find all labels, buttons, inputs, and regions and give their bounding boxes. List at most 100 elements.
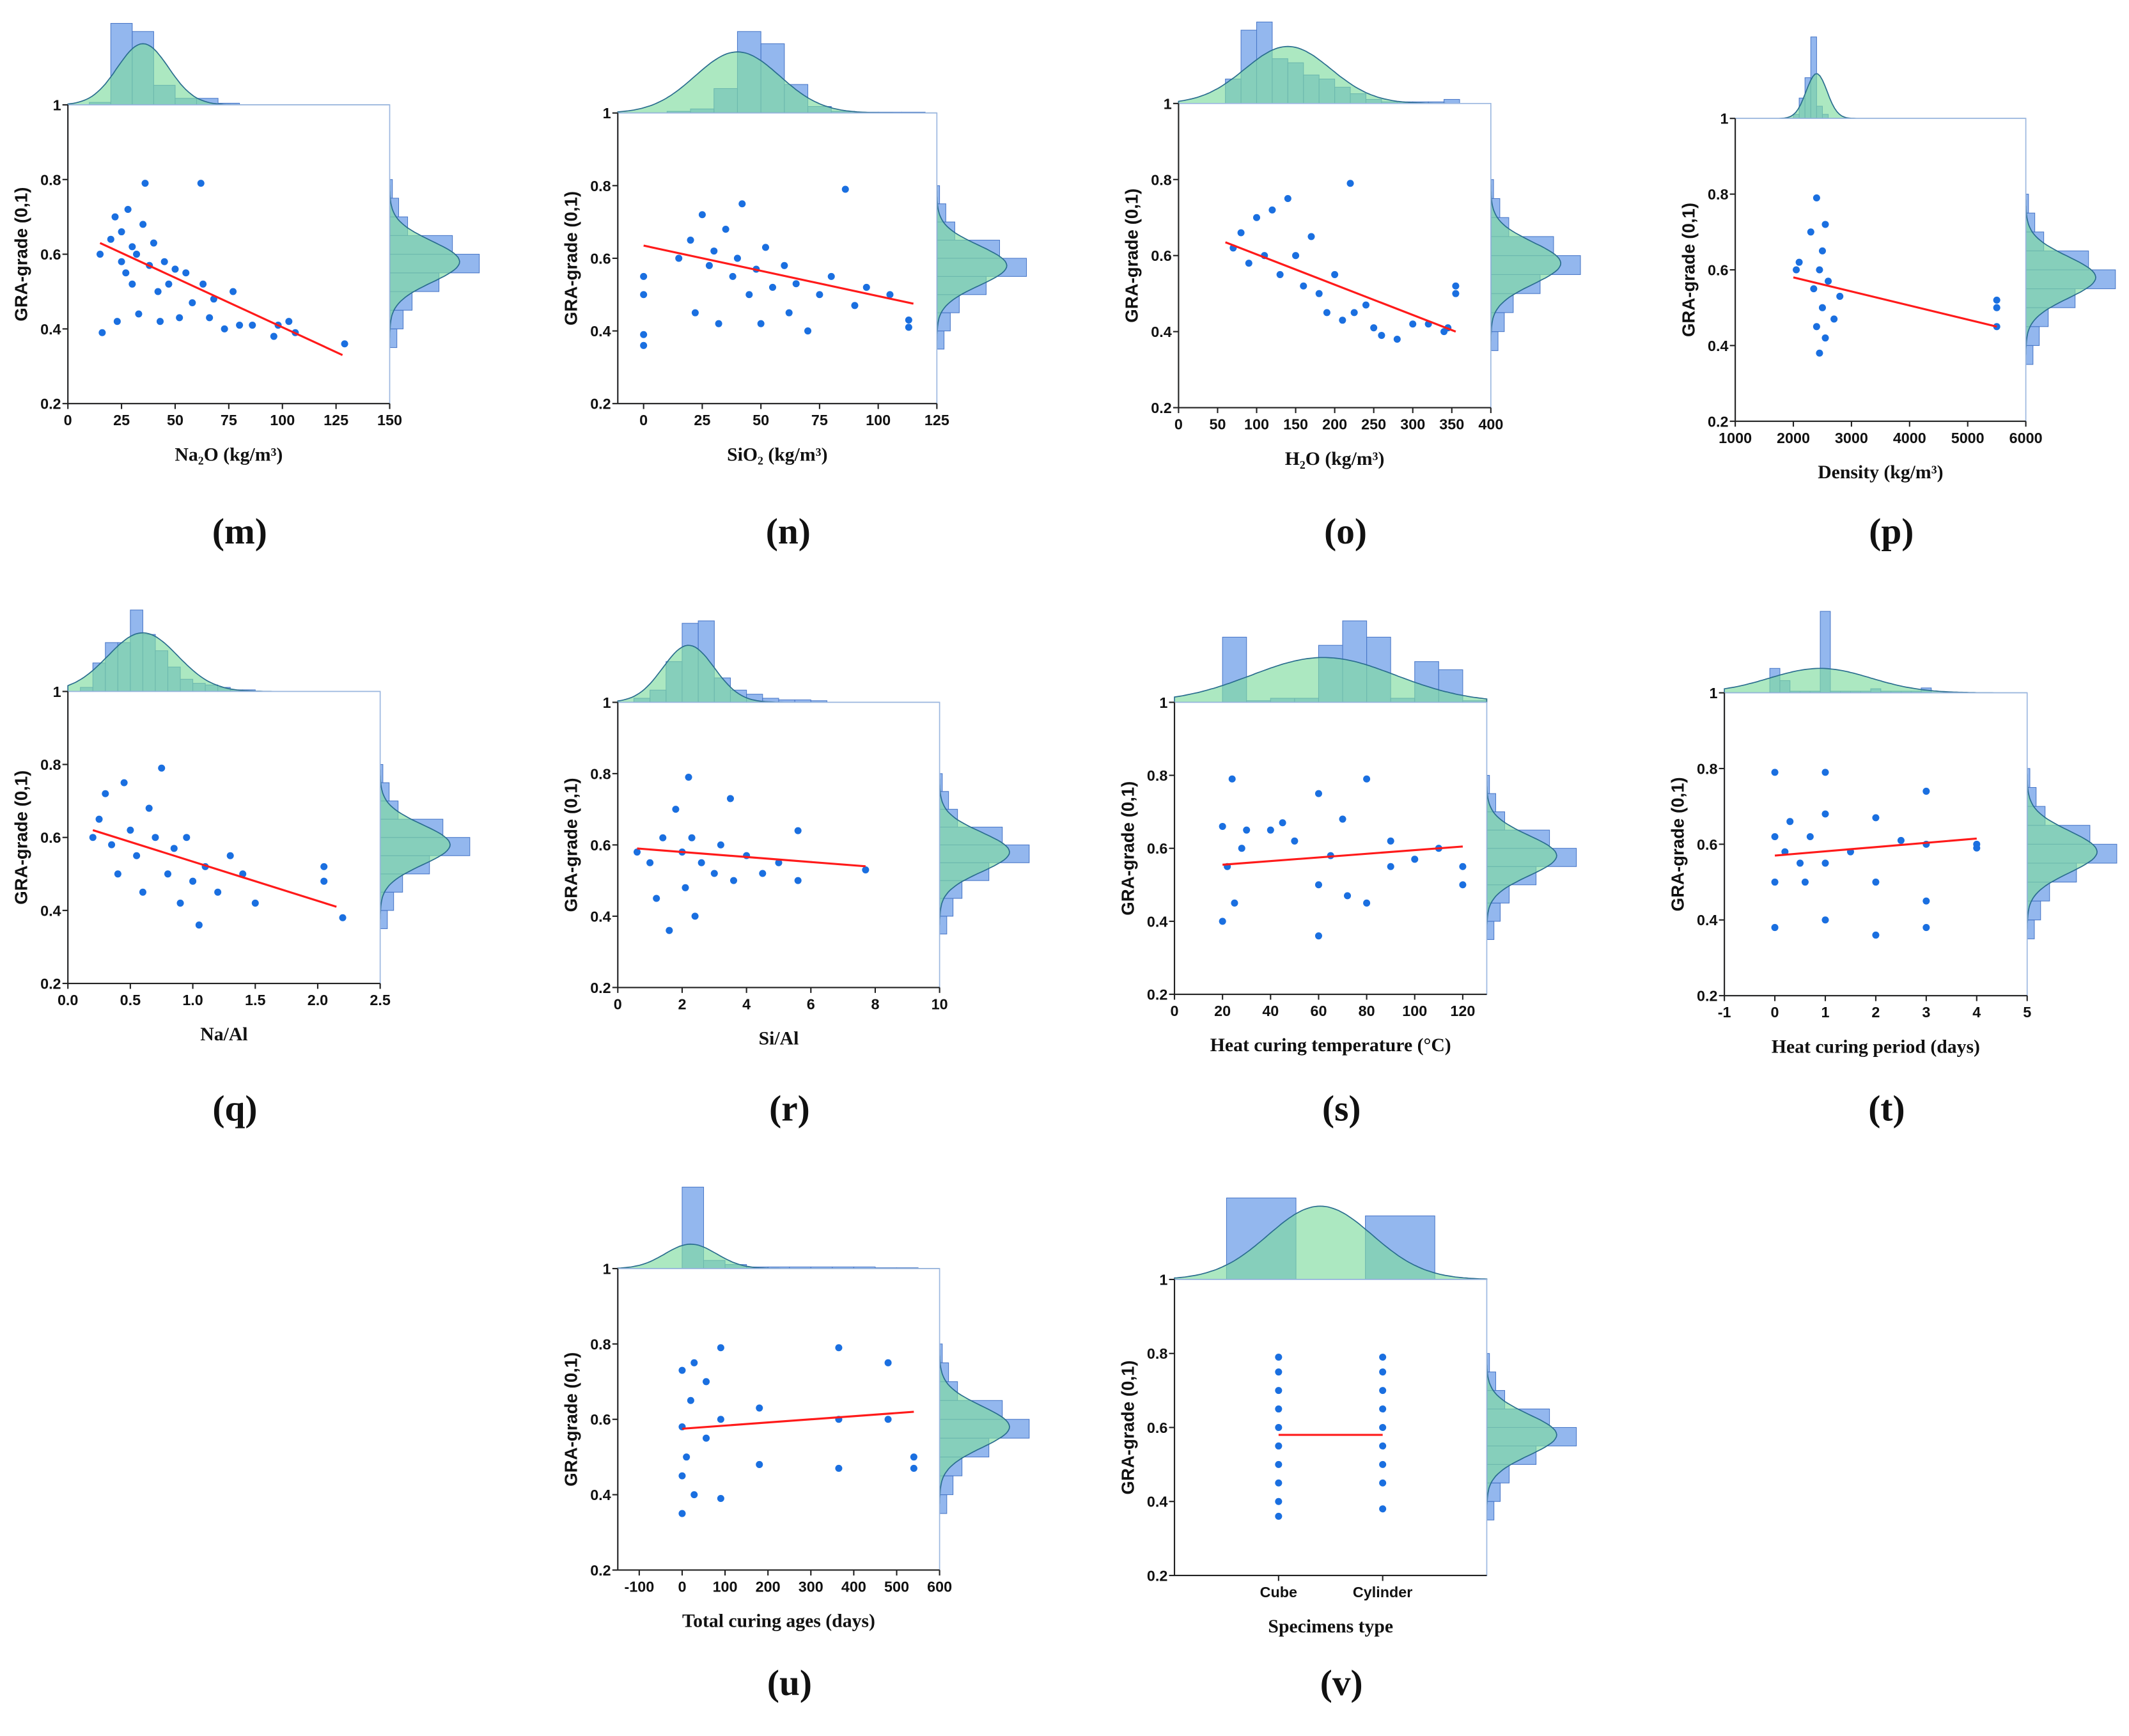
data-point xyxy=(1452,290,1460,297)
data-point xyxy=(320,877,328,885)
data-point xyxy=(688,834,696,841)
data-point xyxy=(102,790,109,797)
data-point xyxy=(759,870,767,877)
y-tick-label: 0.8 xyxy=(590,178,611,194)
data-point xyxy=(1346,180,1354,187)
data-point xyxy=(905,324,912,331)
data-point xyxy=(726,795,734,802)
data-point xyxy=(1771,879,1779,886)
y-axis-label: GRA-grade (0,1) xyxy=(561,778,581,912)
top-kde-curve xyxy=(617,1243,940,1269)
data-point xyxy=(1825,278,1832,285)
top-histogram-bar xyxy=(1444,98,1460,104)
data-point xyxy=(1307,233,1315,240)
data-point xyxy=(1821,859,1829,867)
data-point xyxy=(129,243,136,251)
data-point xyxy=(678,1510,686,1517)
data-point xyxy=(1275,1479,1283,1487)
x-axis-label: Na/Al xyxy=(200,1024,247,1045)
y-tick-label: 0.2 xyxy=(1708,413,1728,430)
y-tick-label: 1 xyxy=(603,694,611,711)
y-tick-label: 1 xyxy=(53,97,61,113)
data-point xyxy=(1818,247,1826,254)
right-histogram-bar xyxy=(380,910,388,929)
data-point xyxy=(1370,324,1378,332)
subplot-q: 0.2 0.4 0.6 0.8 1 0.0 0.5 1.0 1.5 2.0 2.5 GRA-grade… xyxy=(11,609,471,1129)
data-point xyxy=(95,815,103,823)
data-point xyxy=(1276,270,1284,278)
data-point xyxy=(1292,252,1300,260)
y-tick-label: 0.4 xyxy=(1147,913,1167,930)
data-point xyxy=(1872,931,1880,939)
data-point xyxy=(717,841,724,848)
data-point xyxy=(835,1344,843,1352)
data-point xyxy=(320,863,328,870)
x-tick-label: 2 xyxy=(1871,1004,1880,1020)
x-tick-label: 0 xyxy=(1171,1003,1179,1019)
data-point xyxy=(717,1344,724,1352)
data-point xyxy=(1379,1460,1387,1468)
data-point xyxy=(729,272,737,280)
top-kde-curve xyxy=(1178,45,1491,104)
data-point xyxy=(154,288,162,295)
data-point xyxy=(270,332,277,340)
x-tick-label: 150 xyxy=(1283,416,1308,433)
data-point xyxy=(1993,304,2000,311)
data-point xyxy=(698,211,706,219)
data-point xyxy=(1314,790,1322,797)
data-point xyxy=(1339,815,1346,823)
data-point xyxy=(108,841,116,848)
data-point xyxy=(827,272,835,280)
subplot-s: 0.2 0.4 0.6 0.8 1 0 20 40 60 80 100 120 GRA-grade (0… xyxy=(1118,620,1577,1129)
plot-area xyxy=(1178,102,1492,409)
data-point xyxy=(722,225,729,233)
data-point xyxy=(1243,826,1251,834)
data-point xyxy=(1813,323,1820,331)
x-tick-label: 125 xyxy=(924,412,949,428)
data-point xyxy=(182,269,190,277)
data-point xyxy=(1821,769,1829,776)
data-point xyxy=(886,291,894,299)
data-point xyxy=(835,1464,843,1472)
data-point xyxy=(672,806,680,813)
data-point xyxy=(816,291,823,299)
data-point xyxy=(89,834,97,841)
x-tick-label: 50 xyxy=(1209,416,1226,433)
x-tick-label: 4 xyxy=(1972,1004,1981,1020)
plot-area xyxy=(1174,1279,1488,1576)
data-point xyxy=(1275,1423,1283,1431)
data-point xyxy=(1771,769,1779,776)
data-point xyxy=(98,329,106,336)
data-point xyxy=(761,244,770,251)
y-tick-label: 0.6 xyxy=(40,246,61,263)
data-point xyxy=(745,291,753,299)
y-tick-label: 0.2 xyxy=(40,976,61,992)
data-point xyxy=(133,852,141,859)
data-point xyxy=(1363,775,1371,783)
regression-line xyxy=(1793,276,1997,328)
data-point xyxy=(690,1359,698,1366)
plot-area xyxy=(1724,692,2028,996)
x-tick-label: 1.0 xyxy=(182,992,203,1008)
data-point xyxy=(113,318,121,325)
data-point xyxy=(1284,194,1291,203)
right-kde-curve xyxy=(1486,775,1557,940)
data-point xyxy=(1813,194,1820,202)
x-tick-label: 200 xyxy=(756,1578,781,1595)
y-axis-label: GRA-grade (0,1) xyxy=(1118,781,1137,916)
y-tick-label: 0.2 xyxy=(590,1562,611,1579)
data-point xyxy=(1786,818,1794,825)
x-tick-label: Cube xyxy=(1260,1584,1297,1600)
plot-area xyxy=(617,701,940,989)
x-axis-label: H₂O (kg/m³) xyxy=(1285,449,1385,469)
x-tick-label: 50 xyxy=(167,412,183,428)
data-point xyxy=(687,1396,694,1404)
x-tick-label: 600 xyxy=(927,1578,952,1595)
right-kde-curve xyxy=(936,185,1008,350)
right-histogram-bar xyxy=(936,331,945,350)
data-point xyxy=(804,327,812,335)
data-point xyxy=(698,859,705,866)
data-point xyxy=(633,848,641,856)
data-point xyxy=(851,302,859,309)
y-tick-label: 0.4 xyxy=(1697,912,1717,928)
